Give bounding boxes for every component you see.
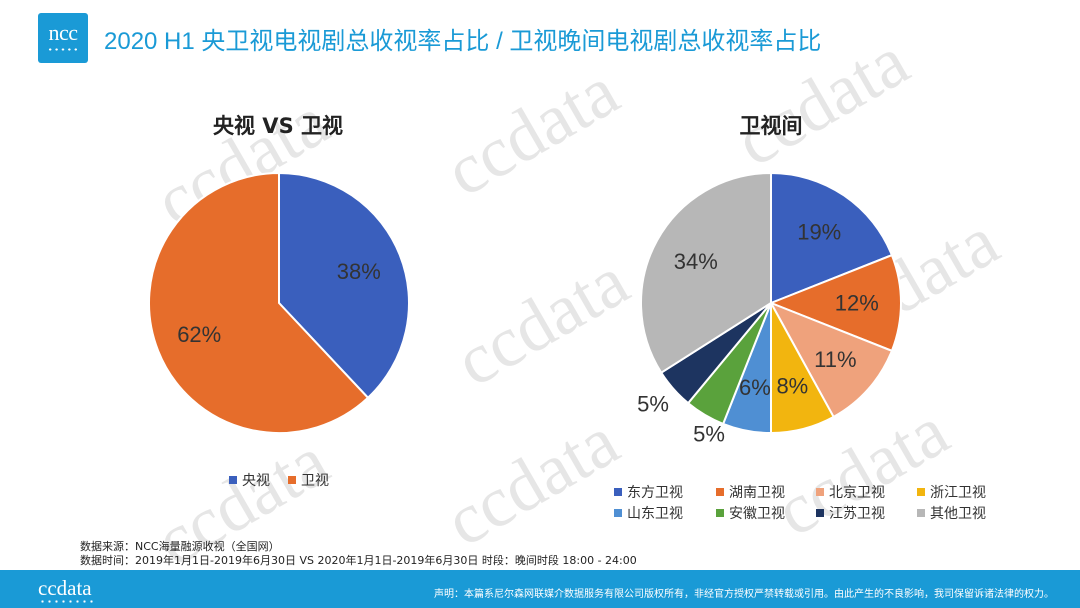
- legend-item: 卫视: [288, 470, 329, 490]
- legend-swatch: [614, 509, 622, 517]
- footer-logo-dots: [39, 600, 95, 603]
- data-label-1-7: 34%: [674, 249, 718, 274]
- legend-item: 安徽卫视: [716, 503, 785, 523]
- legend-label: 央视: [242, 473, 270, 489]
- page-title: 2020 H1 央卫视电视剧总收视率占比 / 卫视晚间电视剧总收视率占比: [104, 28, 822, 55]
- legend-swatch: [288, 476, 296, 484]
- legend-label: 湖南卫视: [729, 485, 785, 501]
- legend-label: 山东卫视: [627, 506, 683, 522]
- legend-label: 东方卫视: [627, 485, 683, 501]
- legend-swatch: [716, 509, 724, 517]
- legend-item: 山东卫视: [614, 503, 683, 523]
- legend-item: 央视: [229, 470, 270, 490]
- legend-swatch: [917, 488, 925, 496]
- legend-item: 浙江卫视: [917, 482, 986, 502]
- pie-slice-1-1: [768, 253, 902, 353]
- data-label-0-0: 38%: [337, 259, 381, 284]
- data-label-1-2: 11%: [814, 347, 856, 372]
- legend-swatch: [816, 509, 824, 517]
- data-label-1-5: 5%: [693, 422, 725, 447]
- legend-swatch: [917, 509, 925, 517]
- legend-item: 东方卫视: [614, 482, 683, 502]
- footer-disclaimer: 声明：本篇系尼尔森网联媒介数据服务有限公司版权所有，非经官方授权严禁转载或引用。…: [434, 589, 1054, 600]
- legend-label: 其他卫视: [930, 506, 986, 522]
- source-line-2: 数据时间：2019年1月1日-2019年6月30日 VS 2020年1月1日-2…: [80, 554, 637, 567]
- legend-label: 江苏卫视: [829, 506, 885, 522]
- source-line-1: 数据来源：NCC海量融源收视（全国网）: [80, 540, 280, 553]
- logo-text: ncc: [48, 20, 78, 45]
- data-label-1-6: 5%: [637, 392, 669, 417]
- data-label-1-3: 8%: [776, 374, 808, 399]
- legend-label: 卫视: [301, 473, 329, 489]
- data-label-0-1: 62%: [177, 322, 221, 347]
- legend-item: 其他卫视: [917, 503, 986, 523]
- logo-dots: [47, 48, 79, 51]
- pie-slice-0-0: [278, 171, 410, 400]
- legend-label: 浙江卫视: [930, 485, 986, 501]
- chart-title-left: 央视 VS 卫视: [213, 114, 343, 138]
- pie-slice-1-0: [770, 171, 894, 305]
- data-source: 数据来源：NCC海量融源收视（全国网） 数据时间：2019年1月1日-2019年…: [80, 540, 637, 568]
- pie-slice-1-7: [640, 171, 772, 375]
- footer-bar: ccdata 声明：本篇系尼尔森网联媒介数据服务有限公司版权所有，非经官方授权严…: [0, 570, 1080, 608]
- data-label-1-1: 12%: [835, 291, 879, 316]
- legend-label: 安徽卫视: [729, 506, 785, 522]
- legend-swatch: [614, 488, 622, 496]
- legend-swatch: [229, 476, 237, 484]
- legend-swatch: [716, 488, 724, 496]
- chart-title-right: 卫视间: [739, 114, 803, 138]
- legend-label: 北京卫视: [829, 485, 885, 501]
- legend-item: 江苏卫视: [816, 503, 885, 523]
- ncc-logo: ncc: [38, 13, 88, 63]
- data-label-1-0: 19%: [797, 220, 841, 245]
- data-label-1-4: 6%: [739, 375, 771, 400]
- pie-slice-0-1: [148, 171, 370, 434]
- legend-item: 北京卫视: [816, 482, 885, 502]
- footer-logo: ccdata: [38, 576, 92, 600]
- legend-swatch: [816, 488, 824, 496]
- legend-item: 湖南卫视: [716, 482, 785, 502]
- pie-slice-1-2: [768, 301, 894, 419]
